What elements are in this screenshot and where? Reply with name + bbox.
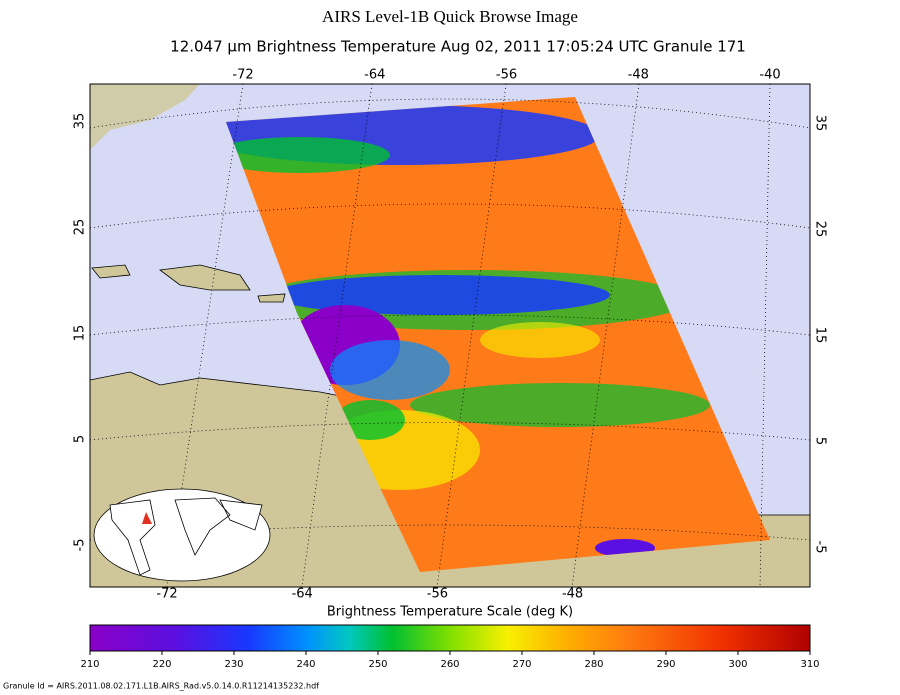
lon-label: -56	[496, 68, 517, 83]
footer: Granule Id = AIRS.2011.08.02.171.L1B.AIR…	[3, 682, 319, 691]
lon-label: -64	[292, 587, 313, 602]
lat-label: 5	[73, 435, 88, 443]
lon-label: -56	[427, 587, 448, 602]
colorbar-title: Brightness Temperature Scale (deg K)	[327, 605, 573, 620]
colorbar-tick-label: 240	[296, 659, 315, 670]
subtitle: 12.047 μm Brightness Temperature Aug 02,…	[170, 38, 746, 56]
cuba	[91, 264, 131, 279]
lat-label: 25	[73, 219, 88, 236]
lat-label: -5	[73, 539, 88, 552]
map-frame	[89, 83, 811, 588]
colorbar-tick-label: 230	[224, 659, 243, 670]
colorbar-tick-label: 280	[584, 659, 603, 670]
coordinate-labels: -72 -64 -56 -48 -40 -72 -64 -56 -48 35 25 15 5 -5 35 25…	[73, 68, 828, 602]
hispaniola	[158, 264, 251, 291]
lon-label: -72	[232, 68, 253, 83]
lat-label: 25	[813, 221, 828, 238]
colorbar-tick-label: 260	[440, 659, 459, 670]
lat-label: 35	[73, 113, 88, 130]
colorbar-tick-label: 250	[368, 659, 387, 670]
lat-label: 15	[813, 327, 828, 344]
puerto-rico	[257, 293, 286, 303]
lon-label: -48	[628, 68, 649, 83]
land	[90, 84, 200, 150]
title: AIRS Level-1B Quick Browse Image	[322, 7, 578, 26]
lat-label: 15	[73, 325, 88, 342]
colorbar-tick-label: 220	[152, 659, 171, 670]
graticule	[90, 98, 810, 541]
inset-globe	[93, 488, 271, 582]
colorbar	[89, 624, 811, 652]
lon-label: -72	[156, 587, 177, 602]
lon-label: -40	[759, 68, 780, 83]
colorbar-tick-label: 310	[800, 659, 819, 670]
map	[90, 84, 810, 587]
colorbar-tick-label: 290	[656, 659, 675, 670]
lat-label: 5	[813, 437, 828, 445]
lat-label: 35	[813, 115, 828, 132]
colorbar-ticks: 210 220 230 240 250 260 270 280 290 300 310	[80, 651, 820, 670]
colorbar-tick-label: 300	[728, 659, 747, 670]
lat-label: -5	[813, 541, 828, 554]
colorbar-tick-label: 210	[80, 659, 99, 670]
colorbar-tick-label: 270	[512, 659, 531, 670]
lon-label: -48	[562, 587, 583, 602]
lon-label: -64	[364, 68, 385, 83]
